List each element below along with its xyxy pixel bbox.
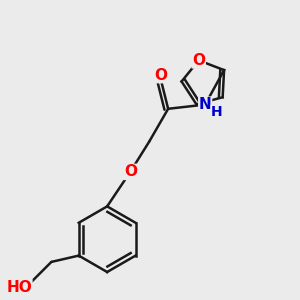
Text: N: N — [199, 97, 211, 112]
Text: O: O — [124, 164, 137, 179]
Text: HO: HO — [6, 280, 32, 295]
Text: H: H — [211, 105, 223, 119]
Text: O: O — [192, 53, 205, 68]
Text: O: O — [154, 68, 167, 82]
